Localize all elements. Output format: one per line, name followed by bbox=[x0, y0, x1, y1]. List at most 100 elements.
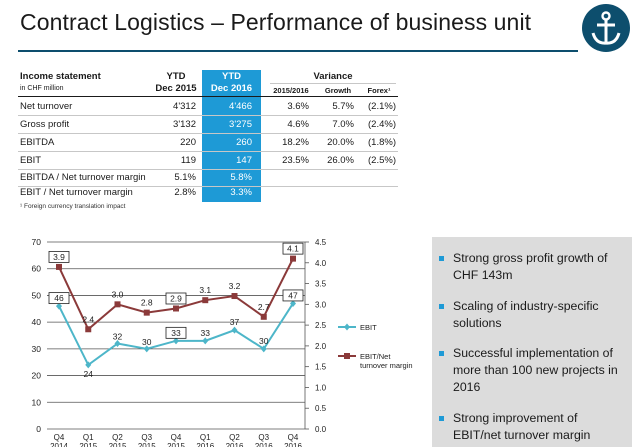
col-var2: Growth bbox=[324, 86, 352, 95]
left-tick-label: 0 bbox=[36, 424, 41, 434]
data-label: 33 bbox=[201, 328, 211, 338]
ebit-point bbox=[260, 345, 267, 353]
ebit-point bbox=[173, 337, 179, 345]
x-tick-label-year: 2015 bbox=[167, 442, 185, 447]
x-tick-label-period: Q1 bbox=[200, 433, 211, 442]
row-label: EBIT bbox=[20, 155, 42, 166]
left-tick-label: 10 bbox=[32, 397, 42, 407]
margin-point bbox=[56, 263, 62, 270]
data-label: 33 bbox=[171, 328, 181, 338]
row-divider bbox=[18, 151, 398, 152]
cell-var2: 20.0% bbox=[327, 137, 354, 148]
row-divider bbox=[18, 169, 398, 170]
left-tick-label: 50 bbox=[32, 290, 42, 300]
row-label: EBITDA bbox=[20, 137, 55, 148]
bullet-text: Successful implementation of more than 1… bbox=[453, 346, 618, 394]
data-label: 2.8 bbox=[141, 298, 153, 308]
x-tick-label-period: Q4 bbox=[171, 433, 182, 442]
cell-ytd16: 4'466 bbox=[229, 101, 252, 112]
cell-ytd16: 5.8% bbox=[230, 172, 252, 183]
bullet-marker-icon bbox=[439, 416, 444, 421]
right-tick-label: 2.0 bbox=[315, 342, 327, 351]
table-header-label: Income statement bbox=[20, 71, 101, 82]
data-label: 2.7 bbox=[258, 302, 270, 312]
variance-label: Variance bbox=[313, 71, 353, 82]
x-tick-label-year: 2016 bbox=[226, 442, 244, 447]
cell-var3: (2.4%) bbox=[368, 119, 396, 130]
variance-rule bbox=[270, 83, 396, 84]
ebit-point bbox=[290, 299, 296, 307]
left-tick-label: 60 bbox=[32, 264, 42, 274]
data-label-box bbox=[48, 292, 70, 305]
cell-var2: 5.7% bbox=[332, 101, 354, 112]
margin-point bbox=[260, 313, 267, 320]
ebit-chart: 0 10 20 30 40 50 60 70 0.0 0.5 1.0 1.5 2.0 2.5 3.0 3.5 4… bbox=[32, 237, 413, 447]
col-ytd16-line2: Dec 2016 bbox=[210, 83, 253, 94]
left-tick-label: 20 bbox=[32, 371, 42, 381]
footnote: ¹ Foreign currency translation impact bbox=[20, 203, 126, 210]
cell-var2: 26.0% bbox=[327, 155, 354, 166]
x-tick-label-period: Q4 bbox=[54, 433, 65, 442]
data-label-box bbox=[282, 289, 304, 302]
data-label: 30 bbox=[142, 337, 152, 347]
col-var3: Forex¹ bbox=[367, 86, 391, 95]
data-label: 24 bbox=[84, 369, 94, 379]
x-tick-label-year: 2015 bbox=[138, 442, 156, 447]
col-ytd15-line1: YTD bbox=[166, 71, 186, 82]
data-label: 2.4 bbox=[82, 314, 94, 324]
x-tick-label-period: Q2 bbox=[229, 433, 240, 442]
cell-ytd16: 3'275 bbox=[229, 119, 252, 130]
row-divider bbox=[18, 133, 398, 134]
data-label-box bbox=[282, 242, 304, 255]
row-divider bbox=[18, 115, 398, 116]
cell-ytd16: 260 bbox=[236, 137, 252, 148]
row-label: EBIT / Net turnover margin bbox=[20, 187, 133, 198]
data-label: 30 bbox=[259, 336, 269, 346]
cell-var1: 4.6% bbox=[287, 119, 309, 130]
cell-var3: (2.5%) bbox=[368, 155, 396, 166]
ebit-point bbox=[143, 345, 150, 353]
anchor-icon bbox=[582, 4, 630, 52]
right-tick-label: 3.0 bbox=[315, 300, 327, 309]
cell-var3: (1.8%) bbox=[368, 137, 396, 148]
cell-ytd15: 5.1% bbox=[174, 172, 196, 183]
x-tick-label-year: 2015 bbox=[79, 442, 97, 447]
cell-ytd15: 2.8% bbox=[174, 187, 196, 198]
margin-point bbox=[143, 309, 150, 316]
table-header-sub: in CHF million bbox=[20, 85, 64, 92]
row-divider bbox=[18, 186, 398, 187]
data-label: 2.9 bbox=[170, 293, 182, 303]
page-title: Contract Logistics – Performance of busi… bbox=[20, 9, 532, 35]
right-tick-label: 3.5 bbox=[315, 280, 327, 289]
col-var1: 2015/2016 bbox=[273, 86, 309, 95]
header-rule bbox=[18, 96, 398, 97]
right-tick-label: 2.5 bbox=[315, 321, 327, 330]
x-tick-label-period: Q1 bbox=[83, 433, 94, 442]
legend-label-margin-2: turnover margin bbox=[360, 361, 413, 370]
left-tick-label: 40 bbox=[32, 317, 42, 327]
data-label: 3.0 bbox=[112, 289, 124, 299]
data-label-box bbox=[165, 292, 187, 305]
margin-point bbox=[114, 301, 121, 308]
x-tick-label-period: Q3 bbox=[258, 433, 269, 442]
cell-ytd15: 119 bbox=[180, 155, 196, 166]
x-tick-label-year: 2016 bbox=[196, 442, 214, 447]
data-label-box bbox=[165, 326, 187, 339]
cell-var1: 23.5% bbox=[282, 155, 309, 166]
margin-point bbox=[202, 297, 209, 304]
cell-var2: 7.0% bbox=[332, 119, 354, 130]
right-tick-label: 0.5 bbox=[315, 404, 327, 413]
bullet-marker-icon bbox=[439, 256, 444, 261]
bullet-text: Scaling of industry-specific solutions bbox=[453, 299, 599, 330]
x-tick-label-period: Q3 bbox=[141, 433, 152, 442]
legend-marker-margin bbox=[344, 353, 350, 359]
x-tick-label-period: Q4 bbox=[288, 433, 299, 442]
bullet-marker-icon bbox=[439, 304, 444, 309]
ebit-point bbox=[202, 337, 209, 345]
x-tick-label-year: 2016 bbox=[284, 442, 302, 447]
col-ytd15-line2: Dec 2015 bbox=[155, 83, 197, 94]
cell-var1: 3.6% bbox=[287, 101, 309, 112]
data-label: 3.1 bbox=[199, 285, 211, 295]
bullet-marker-icon bbox=[439, 351, 444, 356]
margin-point bbox=[85, 326, 92, 333]
